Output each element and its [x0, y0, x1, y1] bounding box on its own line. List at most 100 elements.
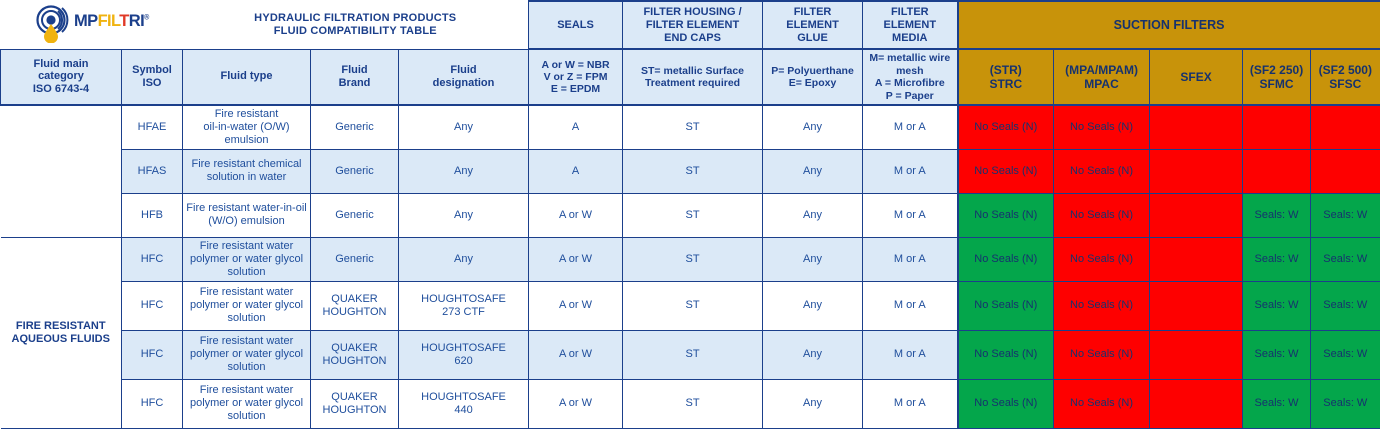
- cell-filter-element-glue: Any: [762, 329, 864, 380]
- cell-filter-element-media-line1: M or A: [893, 120, 926, 133]
- status-cell-sf2-500-sfsc: [1310, 104, 1380, 150]
- status-cell-mpa-mpam-mpac: No Seals (N): [1053, 236, 1151, 282]
- cell-filter-element-glue: Any: [762, 148, 864, 194]
- col-header-str-line1: (STR): [989, 63, 1022, 78]
- col-header-sf2-500-sfsc: (SF2 500) SFSC: [1310, 48, 1380, 106]
- status-cell-str-strc: No Seals (N): [956, 378, 1055, 429]
- cell-filter-element-media-line1: M or A: [893, 348, 926, 361]
- cell-seals-line1: A: [571, 120, 580, 133]
- cell-fluid-designation: Any: [397, 192, 530, 238]
- cell-filter-element-glue: Any: [762, 280, 864, 331]
- cell-filter-element-glue-line1: Any: [803, 208, 823, 221]
- status-cell-mpa-mpam-mpac: No Seals (N): [1053, 104, 1151, 150]
- cell-fluid-brand-line2: HOUGHTON: [322, 403, 387, 416]
- status-cell-str-strc: No Seals (N): [956, 148, 1055, 194]
- table-row[interactable]: HFC Fire resistant water polymer or water …: [1, 280, 1380, 331]
- table-row[interactable]: HFAE Fire resistant oil-in-water (O/W) emul…: [0, 104, 1380, 238]
- cell-fluid-type-line2: (W/O) emulsion: [208, 215, 285, 228]
- fluid-main-category-cell: FIRE RESISTANT AQUEOUS FLUIDS: [0, 236, 122, 429]
- status-cell-mpa-mpam-mpac-line1: No Seals (N): [1070, 120, 1134, 133]
- cell-fluid-type-line2: polymer or water glycol: [189, 299, 304, 312]
- fluid-main-category-line1: FIRE RESISTANT: [15, 319, 106, 332]
- status-cell-mpa-mpam-mpac-line1: No Seals (N): [1070, 348, 1134, 361]
- status-cell-str-strc: No Seals (N): [956, 329, 1055, 380]
- group-header-housing-line2: FILTER ELEMENT: [645, 18, 740, 31]
- cell-symbol-iso: HFAE: [121, 104, 183, 150]
- cell-fluid-brand: Generic: [310, 192, 399, 238]
- cell-filter-element-media-line1: M or A: [893, 208, 926, 221]
- cell-fluid-type-line3: solution: [227, 265, 266, 278]
- cell-filter-housing-end-caps-line1: ST: [685, 397, 700, 410]
- table-row[interactable]: HFC Fire resistant water polymer or water …: [1, 378, 1380, 429]
- cell-fluid-designation: Any: [397, 236, 530, 282]
- cell-symbol-iso: HFB: [121, 192, 183, 238]
- cell-seals: A: [528, 104, 624, 150]
- status-cell-mpa-mpam-mpac: No Seals (N): [1053, 280, 1151, 331]
- cell-seals: A or W: [528, 329, 624, 380]
- col-header-fluid-designation: Fluid designation: [397, 48, 530, 106]
- status-cell-sf2-250-sfmc: Seals: W: [1242, 280, 1312, 331]
- status-cell-sfex: [1149, 148, 1244, 194]
- cell-fluid-brand-line1: QUAKER: [331, 341, 378, 354]
- status-cell-sf2-500-sfsc-line1: Seals: W: [1323, 299, 1368, 312]
- logo-cell: MPFILTRI®: [0, 1, 183, 50]
- cell-fluid-type-line1: Fire resistant water-in-oil: [186, 202, 307, 215]
- group-header-filter-element-media: FILTER ELEMENT MEDIA: [862, 0, 959, 51]
- col-header-sf2-250-sfmc: (SF2 250) SFMC: [1242, 48, 1312, 106]
- glue-legend-line2: E= Epoxy: [788, 77, 837, 90]
- page-title-line1: HYDRAULIC FILTRATION PRODUCTS: [254, 12, 457, 25]
- cell-fluid-type-line1: Fire resistant water: [199, 335, 294, 348]
- status-cell-sf2-250-sfmc: Seals: W: [1242, 329, 1312, 380]
- page-title: HYDRAULIC FILTRATION PRODUCTS FLUID COMP…: [182, 1, 529, 50]
- cell-symbol-iso: HFC: [121, 329, 183, 380]
- cell-filter-element-glue-line1: Any: [803, 299, 823, 312]
- media-legend-line1: M= metallic wire: [869, 52, 951, 65]
- status-cell-str-strc-line1: No Seals (N): [974, 299, 1038, 312]
- col-header-sfex-label: SFEX: [1180, 70, 1212, 85]
- status-cell-str-strc-line1: No Seals (N): [974, 208, 1038, 221]
- cell-fluid-designation-line1: Any: [454, 164, 473, 177]
- status-cell-sf2-500-sfsc: Seals: W: [1310, 329, 1380, 380]
- column-header-row: Fluid main category ISO 6743-4 Symbol IS…: [0, 48, 1380, 106]
- status-cell-mpa-mpam-mpac: No Seals (N): [1053, 329, 1151, 380]
- col-header-sfsc-line1: (SF2 500): [1318, 63, 1372, 78]
- col-header-housing-legend: ST= metallic Surface Treatment required: [622, 48, 764, 106]
- col-header-fluid-main-category-line3: ISO 6743-4: [32, 83, 90, 96]
- col-header-fluid-designation-line1: Fluid: [450, 64, 477, 76]
- cell-fluid-type-line3: solution: [227, 312, 266, 325]
- cell-filter-element-media: M or A: [862, 192, 959, 238]
- cell-fluid-brand: Generic: [310, 148, 399, 194]
- col-header-fluid-brand-line2: Brand: [338, 76, 371, 89]
- cell-filter-housing-end-caps: ST: [622, 378, 764, 429]
- col-header-fluid-brand: Fluid Brand: [310, 48, 399, 106]
- cell-filter-element-glue: Any: [762, 236, 864, 282]
- table-row[interactable]: HFC Fire resistant water polymer or water …: [1, 329, 1380, 380]
- col-header-fluid-main-category-line2: category: [38, 70, 84, 83]
- cell-symbol-iso: HFAS: [121, 148, 183, 194]
- cell-fluid-type-line1: Fire resistant water: [199, 239, 294, 252]
- table-row[interactable]: FIRE RESISTANT AQUEOUS FLUIDS HFC Fire resi…: [0, 236, 1380, 429]
- table-body: HFAE Fire resistant oil-in-water (O/W) emul…: [0, 104, 1380, 429]
- group-header-glue-line1: FILTER: [793, 5, 832, 18]
- table-row[interactable]: HFB Fire resistant water-in-oil (W/O) emul…: [1, 192, 1380, 238]
- cell-fluid-type-line1: Fire resistant water: [199, 286, 294, 299]
- table-row[interactable]: HFAS Fire resistant chemical solution in w…: [1, 148, 1380, 194]
- seals-legend-line3: E = EPDM: [550, 83, 601, 96]
- col-header-mpac-line2: MPAC: [1084, 77, 1119, 92]
- logo-text-ri: RI: [128, 12, 145, 30]
- col-header-seals-legend: A or W = NBR V or Z = FPM E = EPDM: [528, 48, 624, 106]
- cell-symbol-iso-line1: HFAE: [137, 120, 167, 133]
- cell-fluid-type-line1: Fire resistant: [214, 107, 279, 120]
- housing-legend-line2: Treatment required: [644, 77, 741, 90]
- cell-seals-line1: A or W: [559, 348, 593, 361]
- page-title-line2: FLUID COMPATIBILITY TABLE: [273, 24, 437, 37]
- cell-fluid-designation-line1: HOUGHTOSAFE: [421, 341, 506, 354]
- status-cell-sf2-250-sfmc-line1: Seals: W: [1254, 397, 1299, 410]
- cell-fluid-designation-line1: Any: [454, 208, 473, 221]
- cell-seals: A or W: [528, 192, 624, 238]
- cell-fluid-brand-line1: QUAKER: [331, 390, 378, 403]
- logo-registered-mark: ®: [144, 14, 149, 22]
- cell-seals: A or W: [528, 378, 624, 429]
- status-cell-sf2-250-sfmc-line1: Seals: W: [1254, 208, 1299, 221]
